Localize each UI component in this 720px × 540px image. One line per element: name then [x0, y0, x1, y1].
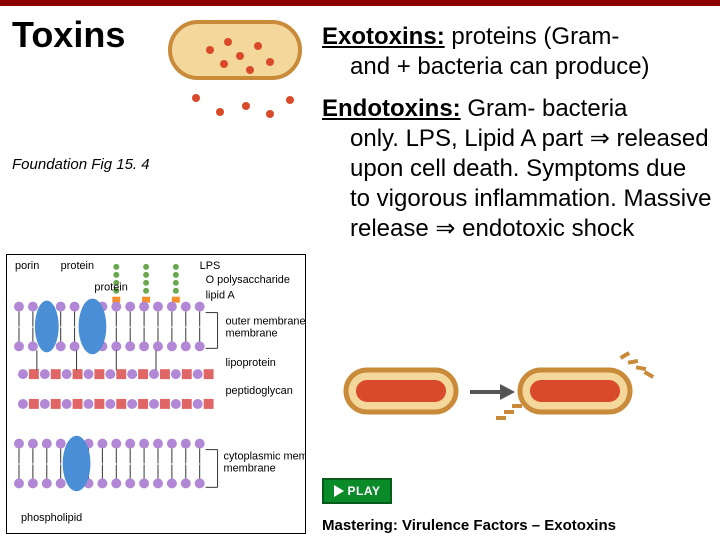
endotoxin-release-diagram [340, 344, 660, 434]
svg-text:phospholipid: phospholipid [21, 512, 82, 524]
svg-text:protein: protein [94, 282, 127, 294]
text-block: Exotoxins: proteins (Gram- and + bacteri… [322, 22, 712, 256]
svg-text:lipid A: lipid A [206, 290, 236, 302]
svg-text:porin: porin [15, 260, 39, 272]
svg-text:lipoprotein: lipoprotein [226, 357, 276, 369]
svg-text:membrane: membrane [224, 462, 276, 474]
endotoxins-label: Endotoxins: [322, 95, 461, 122]
page-title: Toxins [12, 14, 125, 56]
svg-text:cytoplasmic membrane: cytoplasmic membrane [224, 451, 306, 463]
svg-text:protein: protein [61, 260, 94, 272]
exotoxins-text1: proteins (Gram- [445, 23, 620, 50]
figure-caption: Foundation Fig 15. 4 [12, 156, 150, 173]
endotoxins-para: Endotoxins: Gram- bacteria only. LPS, Li… [322, 94, 712, 244]
play-button[interactable]: PLAY [322, 478, 392, 504]
svg-text:LPS: LPS [200, 260, 221, 272]
play-icon [334, 485, 344, 497]
svg-text:O polysaccharide: O polysaccharide [206, 274, 290, 286]
play-label: PLAY [348, 484, 381, 498]
exotoxins-para: Exotoxins: proteins (Gram- and + bacteri… [322, 22, 712, 82]
svg-text:outer membrane: outer membrane [226, 316, 306, 328]
endotoxins-text1: Gram- bacteria [461, 95, 628, 122]
svg-text:membrane: membrane [226, 327, 278, 339]
membrane-diagram: porin proteinprotein LPS O polysaccharide li… [6, 254, 306, 534]
exotoxins-label: Exotoxins: [322, 23, 445, 50]
bottom-caption: Mastering: Virulence Factors – Exotoxins [322, 517, 616, 534]
endotoxins-text2: only. LPS, Lipid A part ⇒ released upon … [322, 124, 712, 244]
slide-content: Toxins Foundation Fig 15. 4 Exotoxins: p… [0, 6, 720, 540]
exotoxin-cell-diagram [160, 14, 310, 144]
exotoxins-text2: and + bacteria can produce) [322, 52, 712, 82]
svg-text:peptidoglycan: peptidoglycan [226, 385, 293, 397]
